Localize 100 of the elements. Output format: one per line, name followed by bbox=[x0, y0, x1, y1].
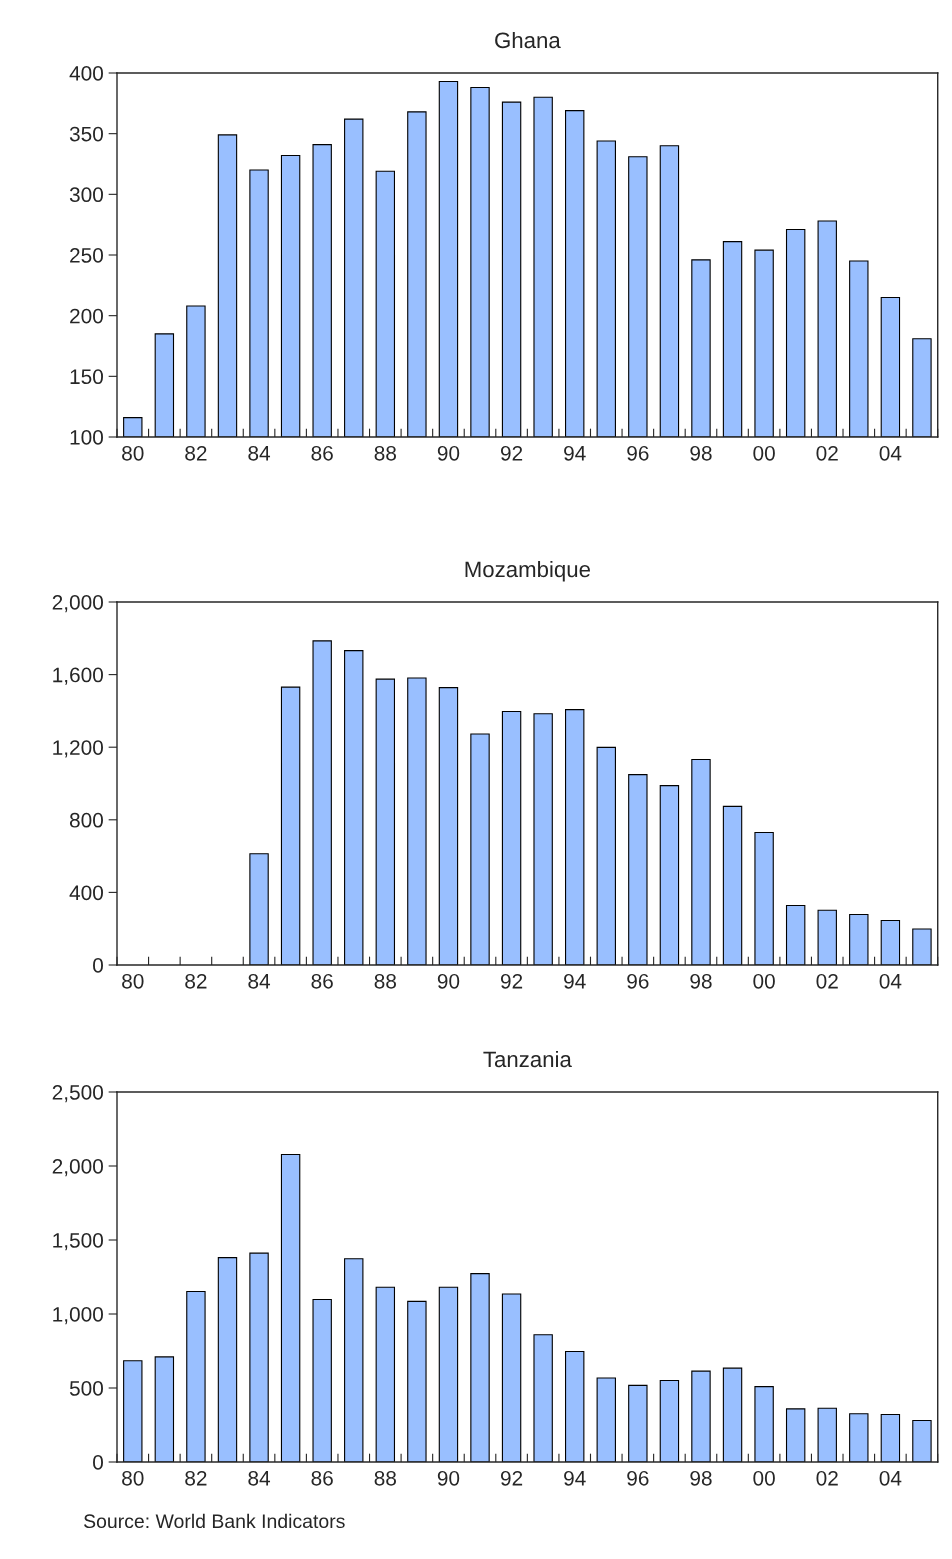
x-tick-label: 98 bbox=[690, 973, 712, 989]
x-tick-label: 90 bbox=[437, 445, 460, 461]
y-tick-label: 1,200 bbox=[53, 740, 103, 758]
y-tick-label: 1,600 bbox=[53, 667, 103, 685]
bar bbox=[470, 733, 490, 965]
bar bbox=[501, 1293, 522, 1462]
x-tick-label: 98 bbox=[690, 1470, 712, 1486]
x-tick-label: 84 bbox=[248, 973, 271, 989]
y-tick-label: 2,000 bbox=[52, 1159, 103, 1177]
bar bbox=[849, 1413, 869, 1462]
x-tick-label: 04 bbox=[879, 445, 902, 461]
bar bbox=[470, 1273, 490, 1462]
bar bbox=[785, 904, 806, 965]
bar bbox=[154, 1356, 175, 1462]
x-tick-label: 00 bbox=[753, 445, 775, 461]
bar bbox=[691, 758, 711, 965]
y-tick-label: 250 bbox=[70, 248, 103, 263]
x-tick-label: 84 bbox=[248, 445, 271, 461]
bar bbox=[123, 1360, 143, 1462]
bar bbox=[596, 1377, 616, 1462]
x-tick-label: 96 bbox=[627, 1470, 649, 1486]
bar bbox=[344, 1258, 364, 1462]
y-tick-label: 350 bbox=[69, 126, 103, 142]
bar bbox=[533, 1334, 553, 1462]
x-tick-label: 82 bbox=[185, 445, 207, 461]
bar bbox=[501, 710, 522, 965]
bar bbox=[849, 913, 869, 965]
bar bbox=[438, 1286, 459, 1462]
bar bbox=[407, 1300, 427, 1462]
bar bbox=[754, 831, 774, 965]
bar bbox=[628, 1384, 648, 1462]
bar bbox=[280, 686, 301, 965]
y-tick-label: 100 bbox=[70, 430, 103, 445]
bar bbox=[344, 650, 364, 965]
bar bbox=[880, 919, 901, 965]
bar bbox=[565, 1350, 585, 1462]
chart-title: Mozambique bbox=[465, 560, 590, 582]
x-tick-label: 82 bbox=[185, 1470, 207, 1486]
x-tick-label: 94 bbox=[564, 1470, 586, 1486]
bar bbox=[754, 1386, 774, 1462]
bar bbox=[375, 1286, 396, 1462]
source-note: Source: World Bank Indicators bbox=[84, 1513, 345, 1529]
x-tick-label: 00 bbox=[753, 1470, 775, 1486]
bar bbox=[628, 774, 648, 965]
bar bbox=[722, 1367, 743, 1462]
bar bbox=[312, 640, 332, 965]
x-tick-label: 88 bbox=[374, 973, 396, 989]
bar bbox=[785, 1408, 806, 1462]
bar bbox=[217, 1257, 238, 1462]
x-tick-label: 94 bbox=[564, 445, 586, 461]
y-tick-label: 0 bbox=[93, 958, 103, 973]
x-tick-label: 92 bbox=[500, 973, 523, 989]
y-tick-label: 200 bbox=[70, 308, 103, 324]
x-tick-label: 04 bbox=[879, 973, 902, 989]
y-tick-label: 300 bbox=[69, 187, 103, 203]
x-tick-label: 98 bbox=[690, 445, 712, 461]
bar bbox=[659, 1379, 680, 1462]
y-tick-label: 500 bbox=[69, 1381, 103, 1396]
y-tick-label: 400 bbox=[69, 66, 103, 81]
x-tick-label: 86 bbox=[311, 973, 333, 989]
bar bbox=[596, 746, 616, 965]
bar bbox=[659, 785, 680, 965]
bar bbox=[880, 1413, 901, 1462]
x-tick-label: 86 bbox=[311, 1470, 333, 1486]
x-tick-label: 94 bbox=[564, 973, 586, 989]
x-tick-label: 04 bbox=[879, 1470, 902, 1486]
y-tick-label: 400 bbox=[69, 885, 103, 901]
bar bbox=[691, 1370, 711, 1462]
x-tick-label: 80 bbox=[122, 1470, 144, 1486]
bar bbox=[438, 687, 459, 965]
bar bbox=[722, 805, 743, 965]
x-tick-label: 02 bbox=[816, 973, 838, 989]
x-tick-label: 96 bbox=[627, 973, 649, 989]
y-tick-label: 0 bbox=[93, 1455, 103, 1470]
x-tick-label: 84 bbox=[248, 1470, 271, 1486]
bar bbox=[912, 928, 932, 965]
bar bbox=[375, 678, 396, 965]
bar bbox=[312, 1298, 332, 1462]
x-tick-label: 80 bbox=[122, 445, 144, 461]
x-tick-label: 88 bbox=[374, 1470, 396, 1486]
bar bbox=[249, 853, 269, 965]
x-tick-label: 80 bbox=[122, 973, 144, 989]
y-tick-label: 2,500 bbox=[52, 1085, 103, 1103]
x-tick-label: 92 bbox=[500, 445, 523, 461]
y-tick-label: 150 bbox=[70, 369, 103, 385]
y-tick-label: 2,000 bbox=[52, 595, 103, 613]
bar bbox=[912, 1420, 932, 1462]
x-tick-label: 96 bbox=[627, 445, 649, 461]
y-tick-label: 1,000 bbox=[53, 1307, 103, 1325]
bar bbox=[249, 1252, 269, 1462]
bar bbox=[817, 1407, 837, 1462]
x-tick-label: 90 bbox=[437, 973, 460, 989]
bar bbox=[817, 909, 837, 965]
x-tick-label: 88 bbox=[374, 445, 396, 461]
bar bbox=[280, 1153, 301, 1462]
x-tick-label: 86 bbox=[311, 445, 333, 461]
chart-title: Ghana bbox=[495, 31, 561, 49]
x-tick-label: 02 bbox=[816, 445, 838, 461]
x-tick-label: 00 bbox=[753, 973, 775, 989]
x-tick-label: 02 bbox=[816, 1470, 838, 1486]
